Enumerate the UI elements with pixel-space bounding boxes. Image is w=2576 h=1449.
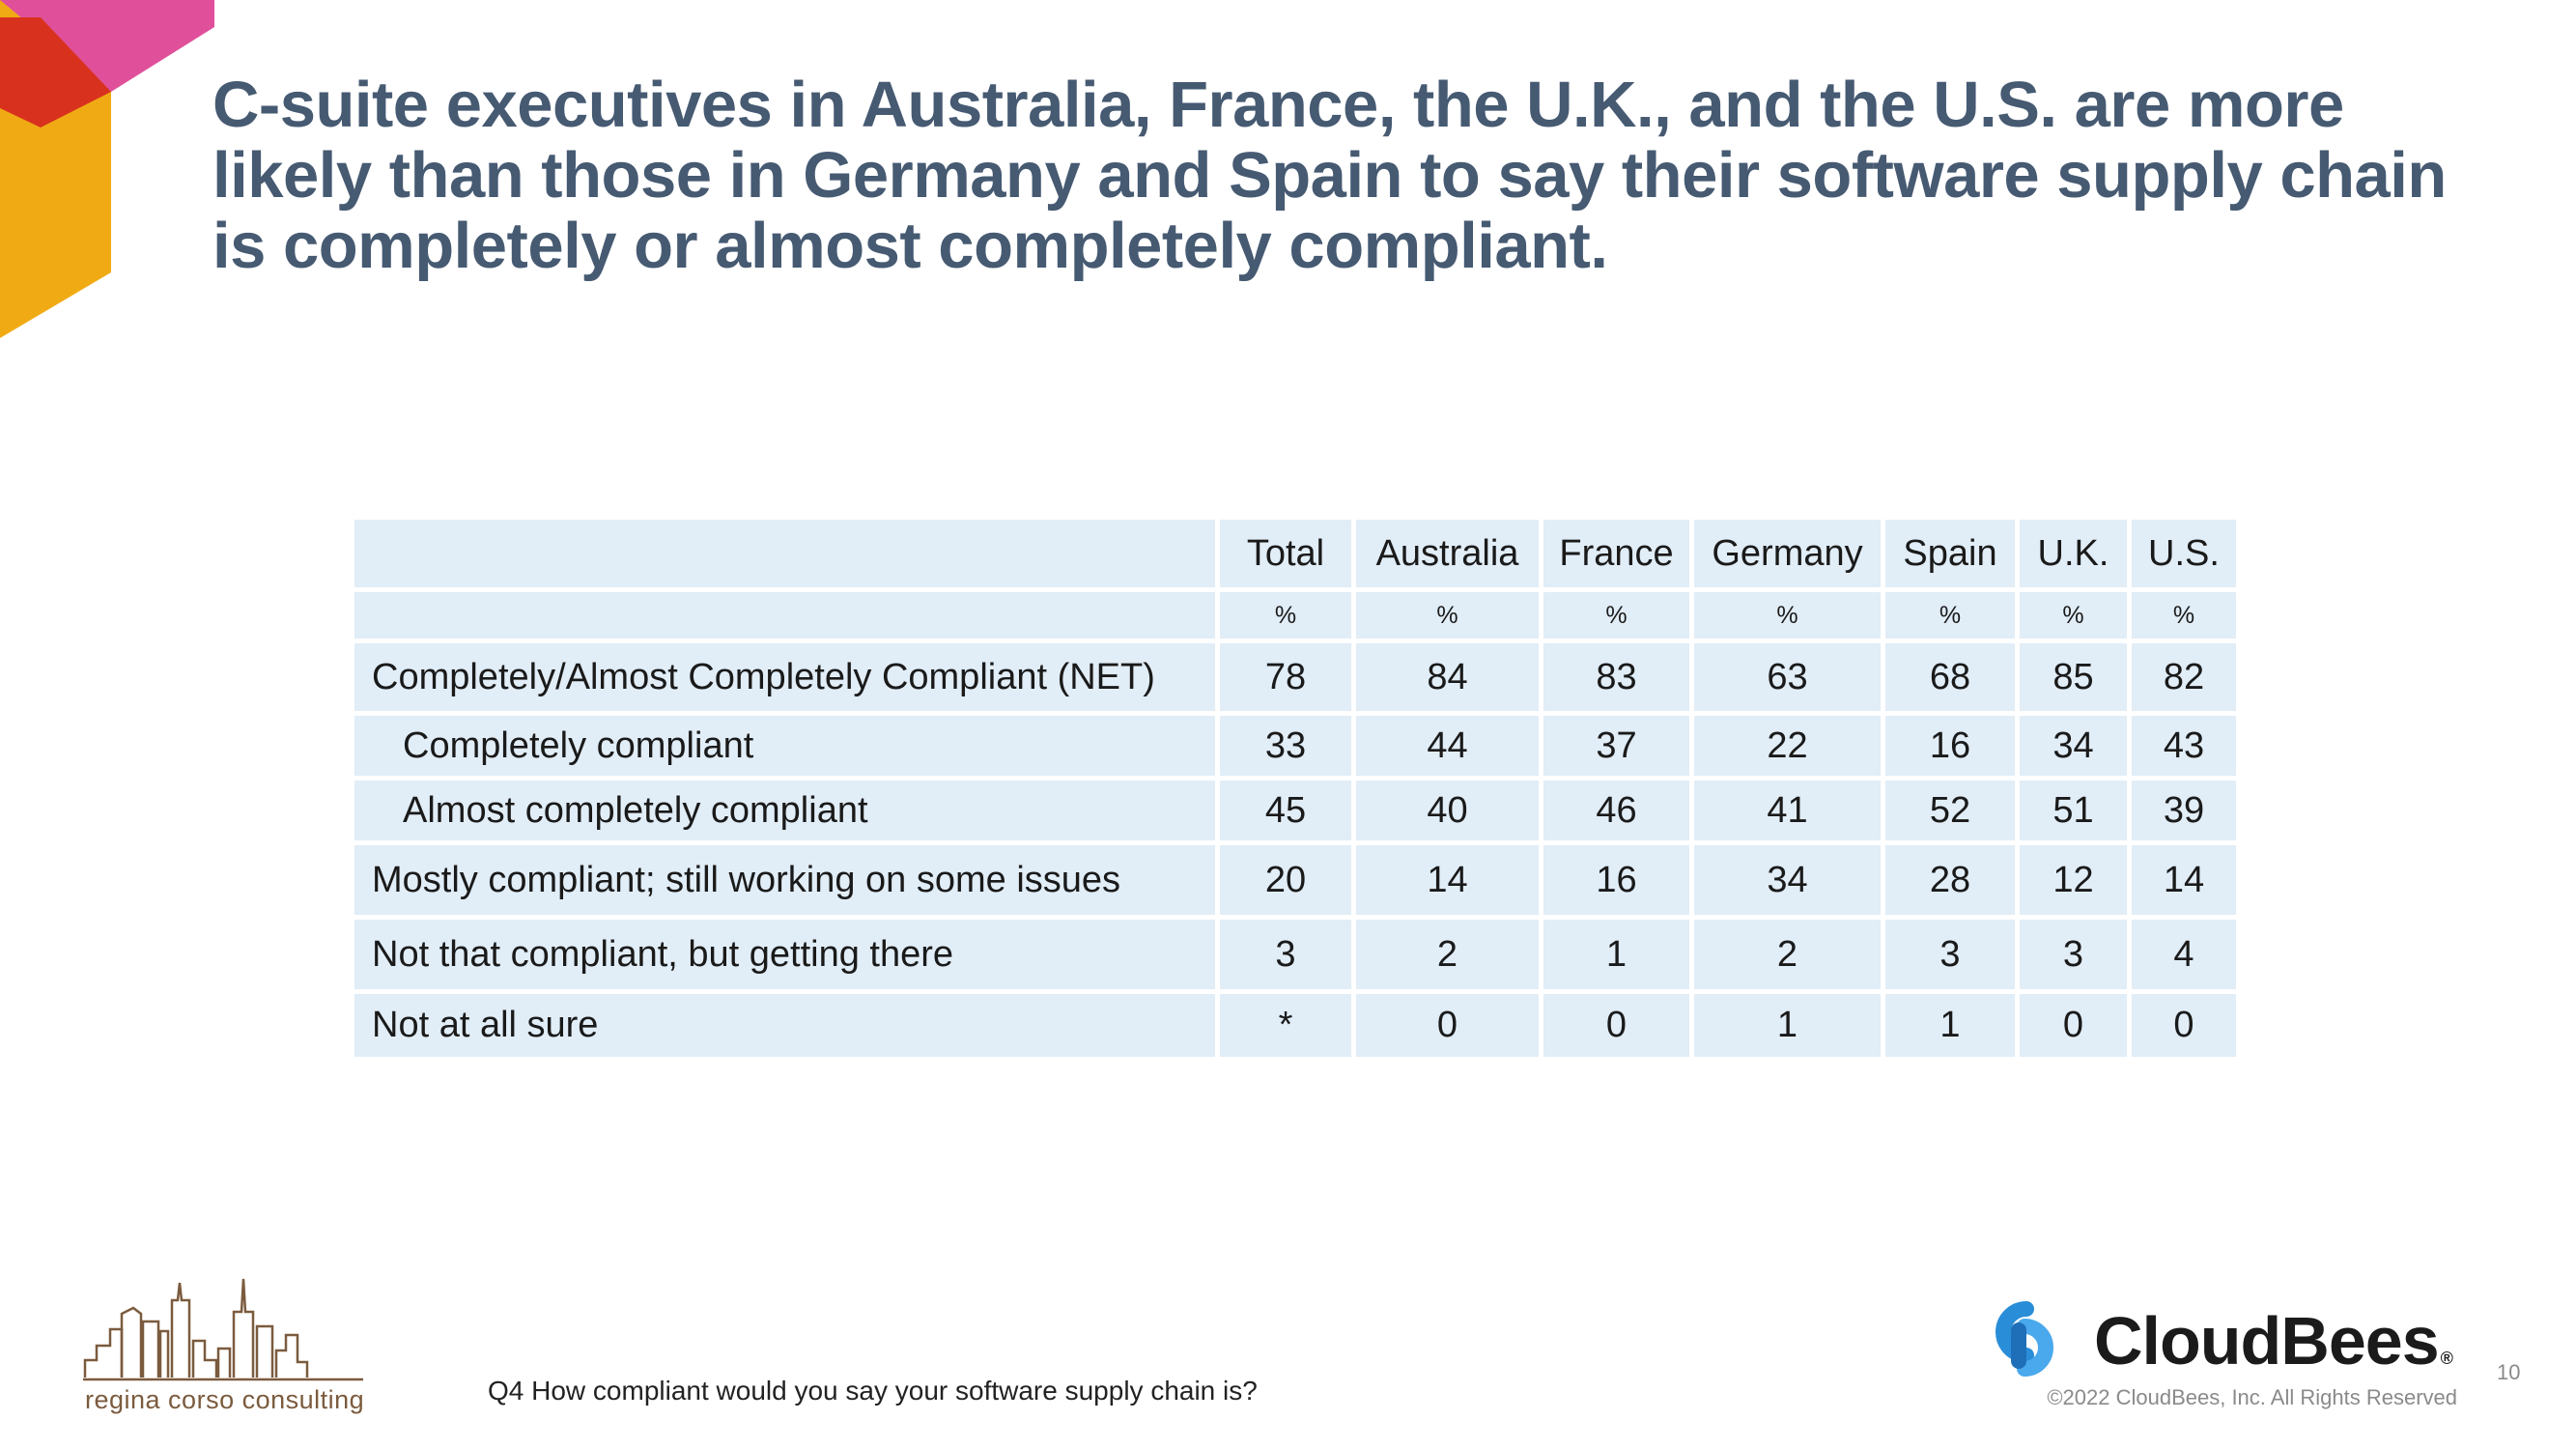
data-cell: 1 bbox=[1543, 920, 1689, 989]
column-header: U.K. bbox=[2020, 520, 2127, 587]
data-cell: 28 bbox=[1885, 845, 2015, 915]
data-cell: 34 bbox=[1694, 845, 1881, 915]
page-number: 10 bbox=[2497, 1360, 2521, 1384]
data-cell: 0 bbox=[1543, 994, 1689, 1057]
data-cell: 3 bbox=[1220, 920, 1351, 989]
data-cell: 0 bbox=[1356, 994, 1539, 1057]
row-label: Almost completely compliant bbox=[354, 781, 1215, 840]
compliance-table: Total Australia France Germany Spain U.K… bbox=[350, 515, 2241, 1062]
data-cell: 78 bbox=[1220, 643, 1351, 711]
unit-cell: % bbox=[1543, 592, 1689, 639]
registered-mark: ® bbox=[2440, 1349, 2453, 1368]
unit-cell: % bbox=[1220, 592, 1351, 639]
row-label: Completely compliant bbox=[354, 716, 1215, 776]
data-cell: 68 bbox=[1885, 643, 2015, 711]
row-label: Mostly compliant; still working on some … bbox=[354, 845, 1215, 915]
unit-cell: % bbox=[1694, 592, 1881, 639]
column-header: Total bbox=[1220, 520, 1351, 587]
data-cell: 22 bbox=[1694, 716, 1881, 776]
column-header: Australia bbox=[1356, 520, 1539, 587]
data-cell: 3 bbox=[2020, 920, 2127, 989]
data-cell: 16 bbox=[1543, 845, 1689, 915]
data-cell: 4 bbox=[2132, 920, 2236, 989]
column-header: Germany bbox=[1694, 520, 1881, 587]
data-cell: 85 bbox=[2020, 643, 2127, 711]
data-cell: 33 bbox=[1220, 716, 1351, 776]
row-label: Not that compliant, but getting there bbox=[354, 920, 1215, 989]
data-cell: 0 bbox=[2132, 994, 2236, 1057]
data-cell: 12 bbox=[2020, 845, 2127, 915]
unit-corner-cell bbox=[354, 592, 1215, 639]
data-cell: 0 bbox=[2020, 994, 2127, 1057]
column-header: France bbox=[1543, 520, 1689, 587]
data-cell: 51 bbox=[2020, 781, 2127, 840]
table-row: Not that compliant, but getting there 3 … bbox=[354, 920, 2236, 989]
data-cell: 43 bbox=[2132, 716, 2236, 776]
table-row: Not at all sure * 0 0 1 1 0 0 bbox=[354, 994, 2236, 1057]
data-cell: 1 bbox=[1694, 994, 1881, 1057]
data-cell: 41 bbox=[1694, 781, 1881, 840]
header-corner-cell bbox=[354, 520, 1215, 587]
cloudbees-name: CloudBees bbox=[2094, 1303, 2440, 1378]
copyright-notice: ©2022 CloudBees, Inc. All Rights Reserve… bbox=[2047, 1385, 2457, 1409]
unit-cell: % bbox=[1885, 592, 2015, 639]
question-footnote: Q4 How compliant would you say your soft… bbox=[488, 1376, 1258, 1406]
unit-cell: % bbox=[1356, 592, 1539, 639]
page-title: C-suite executives in Australia, France,… bbox=[212, 69, 2447, 282]
data-cell: 52 bbox=[1885, 781, 2015, 840]
data-cell: 39 bbox=[2132, 781, 2236, 840]
data-cell: 14 bbox=[1356, 845, 1539, 915]
data-cell: 14 bbox=[2132, 845, 2236, 915]
header-row: Total Australia France Germany Spain U.K… bbox=[354, 520, 2236, 587]
unit-cell: % bbox=[2132, 592, 2236, 639]
corner-shape-icon bbox=[0, 0, 214, 338]
data-cell: 2 bbox=[1694, 920, 1881, 989]
data-cell: 3 bbox=[1885, 920, 2015, 989]
table-row: Mostly compliant; still working on some … bbox=[354, 845, 2236, 915]
data-cell: 16 bbox=[1885, 716, 2015, 776]
data-cell: 83 bbox=[1543, 643, 1689, 711]
regina-logo-text: regina corso consulting bbox=[85, 1385, 365, 1414]
cloudbees-mark-icon bbox=[1996, 1301, 2053, 1377]
data-cell: 84 bbox=[1356, 643, 1539, 711]
table-row: Completely/Almost Completely Compliant (… bbox=[354, 643, 2236, 711]
row-label: Not at all sure bbox=[354, 994, 1215, 1057]
data-cell: 37 bbox=[1543, 716, 1689, 776]
data-cell: 82 bbox=[2132, 643, 2236, 711]
data-cell: 63 bbox=[1694, 643, 1881, 711]
data-cell: 44 bbox=[1356, 716, 1539, 776]
table-row: Completely compliant 33 44 37 22 16 34 4… bbox=[354, 716, 2236, 776]
regina-skyline-icon bbox=[83, 1278, 363, 1381]
column-header: Spain bbox=[1885, 520, 2015, 587]
data-cell: * bbox=[1220, 994, 1351, 1057]
data-cell: 1 bbox=[1885, 994, 2015, 1057]
table-row: Almost completely compliant 45 40 46 41 … bbox=[354, 781, 2236, 840]
row-label: Completely/Almost Completely Compliant (… bbox=[354, 643, 1215, 711]
data-cell: 46 bbox=[1543, 781, 1689, 840]
unit-cell: % bbox=[2020, 592, 2127, 639]
column-header: U.S. bbox=[2132, 520, 2236, 587]
cloudbees-logo-text: CloudBees ® bbox=[2094, 1302, 2453, 1379]
unit-row: % % % % % % % bbox=[354, 592, 2236, 639]
data-cell: 34 bbox=[2020, 716, 2127, 776]
data-cell: 2 bbox=[1356, 920, 1539, 989]
data-cell: 45 bbox=[1220, 781, 1351, 840]
data-cell: 40 bbox=[1356, 781, 1539, 840]
data-cell: 20 bbox=[1220, 845, 1351, 915]
